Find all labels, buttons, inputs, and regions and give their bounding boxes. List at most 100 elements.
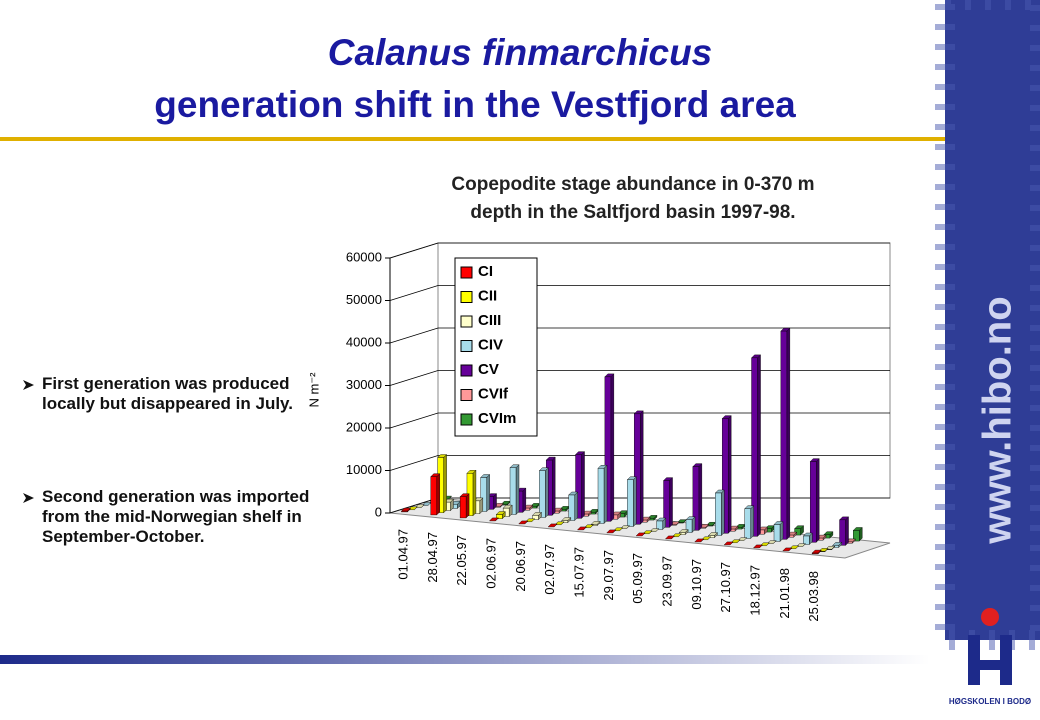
bar: [663, 477, 674, 528]
bar: [692, 463, 703, 531]
bar-side: [551, 456, 556, 516]
x-tick-label: 09.10.97: [689, 559, 704, 610]
bar: [823, 531, 834, 539]
legend-label: CIII: [478, 312, 501, 329]
bar-front: [604, 376, 612, 522]
bar-front: [685, 519, 693, 533]
x-tick-label: 15.07.97: [571, 547, 586, 598]
bar-side: [698, 463, 703, 531]
bar: [480, 474, 491, 512]
bar-side: [750, 505, 754, 539]
slide-title: Calanus finmarchicus: [328, 32, 713, 73]
bar-front: [721, 418, 729, 534]
bar: [721, 415, 732, 534]
bar-front: [532, 515, 539, 520]
bar: [604, 373, 615, 522]
x-tick-label: 28.04.97: [425, 532, 440, 583]
bullet: Second generation was imported from the …: [42, 487, 310, 546]
bar-front: [401, 510, 408, 513]
bar: [430, 473, 441, 516]
bar-top: [606, 529, 617, 534]
logo-mark: [968, 635, 1012, 685]
bar-front: [773, 524, 781, 542]
bar-front: [575, 454, 582, 519]
bar: [852, 526, 863, 542]
bar-front: [809, 461, 817, 543]
x-tick-label: 18.12.97: [747, 565, 762, 616]
bar-front: [692, 466, 700, 531]
legend-swatch: [460, 340, 473, 352]
bar-side: [581, 451, 585, 519]
bar-top: [664, 535, 675, 540]
bar: [773, 521, 784, 542]
x-tick-label: 23.09.97: [659, 556, 674, 607]
bar-side: [465, 493, 470, 519]
bar: [685, 516, 696, 533]
bar-front: [780, 330, 788, 540]
bar-side: [779, 521, 784, 542]
y-tick-label: 50000: [346, 292, 382, 307]
bar: [575, 451, 586, 519]
bar-side: [574, 491, 578, 521]
bar: [626, 476, 637, 527]
y-tick-label: 40000: [346, 334, 382, 349]
x-tick-label: 25.03.98: [806, 571, 821, 622]
bar: [794, 525, 805, 536]
bullet-arrow: [23, 493, 34, 503]
bar-top: [488, 517, 499, 522]
bar: [714, 489, 725, 536]
x-tick-label: 02.07.97: [542, 544, 557, 595]
bar-front: [509, 467, 517, 515]
bar-front: [656, 520, 663, 530]
legend-swatch: [460, 266, 473, 279]
y-tick-label: 20000: [346, 419, 382, 434]
bar: [744, 505, 755, 539]
bar-front: [708, 535, 715, 538]
bar-side: [522, 487, 527, 513]
sidebar-pattern: [935, 0, 1040, 650]
bar: [590, 520, 601, 527]
legend-label: CII: [478, 287, 497, 304]
bar-side: [472, 469, 477, 517]
bar-front: [678, 532, 686, 535]
grid-line: [389, 327, 890, 344]
grid-line: [389, 370, 890, 386]
bar-side: [436, 473, 440, 516]
bar: [509, 464, 520, 515]
x-tick-label: 22.05.97: [454, 535, 469, 586]
bar-side: [443, 454, 447, 514]
bar: [459, 493, 470, 519]
logo-dot: [981, 608, 999, 626]
bar: [495, 511, 506, 520]
title-line: Copepodite stage abundance in 0-370 m: [451, 174, 814, 195]
legend-label: CVIf: [478, 385, 509, 402]
bar: [633, 410, 644, 525]
bar-top: [782, 547, 793, 552]
y-tick-label: 10000: [346, 462, 382, 477]
bar-side: [639, 410, 644, 525]
bar-front: [839, 519, 846, 546]
bar-top: [547, 523, 558, 528]
x-tick-label: 27.10.97: [718, 562, 733, 613]
bar-side: [727, 415, 732, 534]
bar-front: [627, 479, 634, 527]
y-tick-label: 60000: [346, 249, 382, 264]
legend-label: CI: [478, 263, 493, 280]
bar-top: [635, 532, 646, 537]
bar: [473, 497, 484, 515]
bar-side: [669, 477, 673, 528]
legend-swatch: [460, 315, 473, 328]
bar-side: [515, 464, 520, 515]
bar: [678, 529, 689, 536]
bar: [832, 541, 843, 548]
legend-label: CVIm: [478, 410, 516, 427]
bar-side: [545, 467, 549, 518]
bar-front: [744, 508, 751, 539]
sidebar: [945, 0, 1040, 640]
bar: [752, 544, 763, 549]
legend-swatch: [460, 413, 473, 426]
bar: [538, 467, 549, 518]
bar-top: [723, 541, 734, 546]
